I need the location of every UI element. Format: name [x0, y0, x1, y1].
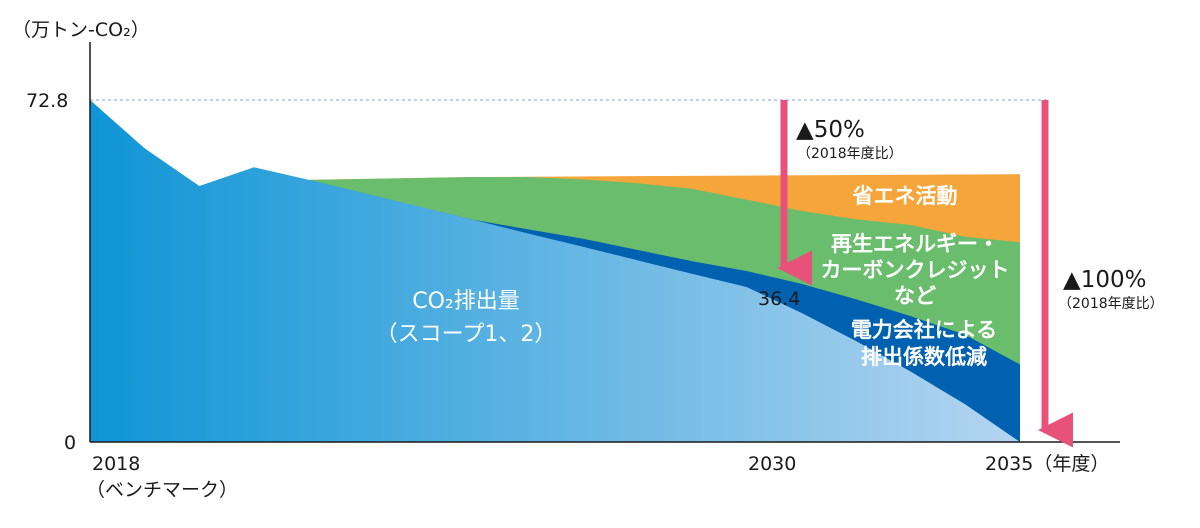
label-power-line2: 排出係数低減: [861, 345, 987, 369]
x-tick-label-2018-sub: （ベンチマーク）: [86, 479, 238, 501]
label-energy-saving: 省エネ活動: [852, 184, 958, 208]
label-power-line1: 電力会社による: [851, 318, 997, 342]
label-renewable-line1: 再生エネルギー・: [831, 232, 999, 256]
area-co2-emissions: [90, 100, 1020, 442]
arrow-2035-sublabel: （2018年度比）: [1058, 296, 1164, 312]
arrow-2030-label: ▲50%: [796, 117, 865, 143]
label-renewable-line3: など: [894, 284, 936, 308]
areas-layer: [90, 100, 1020, 442]
label-co2-line1: CO₂排出量: [412, 289, 520, 314]
arrow-2035-label: ▲100%: [1063, 267, 1146, 293]
y-tick-label-72-8: 72.8: [26, 90, 68, 112]
y-unit-label: （万トン-CO₂）: [12, 19, 150, 41]
x-tick-label-2018: 2018: [92, 453, 140, 475]
x-tick-label-2030: 2030: [748, 453, 796, 475]
arrow-2030-sublabel: （2018年度比）: [797, 146, 903, 162]
label-renewable-line2: カーボンクレジット: [821, 258, 1010, 282]
y-tick-label-0: 0: [64, 432, 76, 454]
value-label-2030: 36.4: [758, 288, 800, 310]
label-co2-line2: （スコープ1、2）: [376, 322, 557, 347]
x-tick-label-2035: 2035（年度）: [985, 453, 1109, 475]
